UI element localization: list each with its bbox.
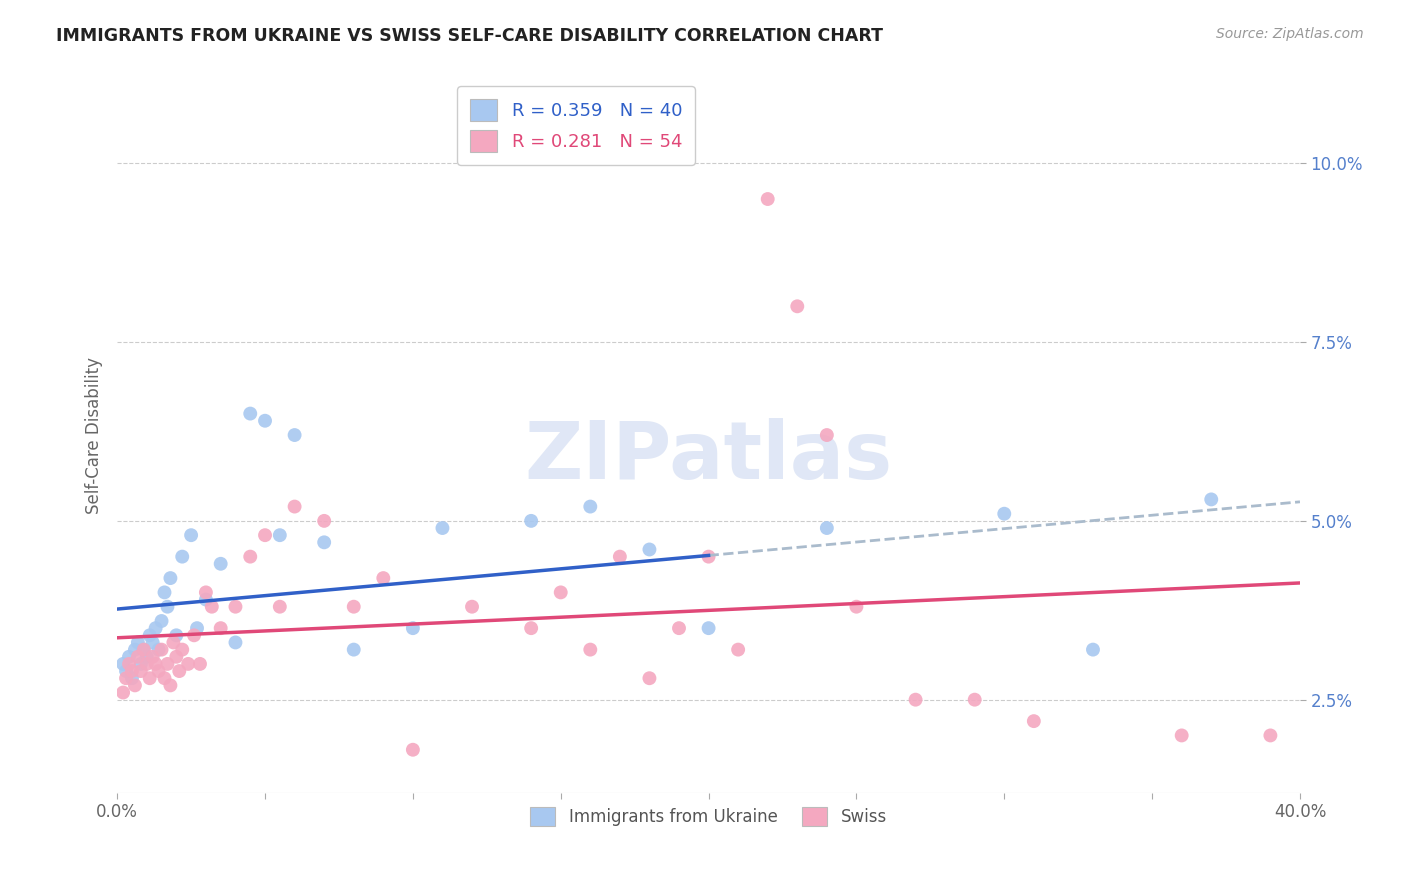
Point bbox=[121, 671, 143, 685]
Point bbox=[1170, 728, 1192, 742]
Point bbox=[638, 542, 661, 557]
Point bbox=[432, 521, 454, 535]
Point bbox=[314, 535, 336, 549]
Point bbox=[127, 635, 149, 649]
Point bbox=[145, 621, 167, 635]
Point bbox=[129, 664, 152, 678]
Point bbox=[269, 528, 291, 542]
Point bbox=[254, 414, 277, 428]
Point bbox=[815, 428, 838, 442]
Point bbox=[159, 571, 181, 585]
Point bbox=[1022, 714, 1045, 728]
Point bbox=[172, 549, 194, 564]
Point bbox=[314, 514, 336, 528]
Point bbox=[148, 664, 170, 678]
Point bbox=[153, 585, 176, 599]
Point bbox=[284, 428, 307, 442]
Point bbox=[150, 642, 173, 657]
Legend: Immigrants from Ukraine, Swiss: Immigrants from Ukraine, Swiss bbox=[522, 799, 896, 834]
Text: Source: ZipAtlas.com: Source: ZipAtlas.com bbox=[1216, 27, 1364, 41]
Point bbox=[402, 621, 425, 635]
Text: IMMIGRANTS FROM UKRAINE VS SWISS SELF-CARE DISABILITY CORRELATION CHART: IMMIGRANTS FROM UKRAINE VS SWISS SELF-CA… bbox=[56, 27, 883, 45]
Point bbox=[188, 657, 211, 671]
Point bbox=[115, 664, 138, 678]
Point bbox=[118, 649, 141, 664]
Point bbox=[115, 671, 138, 685]
Point bbox=[165, 628, 187, 642]
Point bbox=[1199, 492, 1222, 507]
Point bbox=[186, 621, 208, 635]
Point bbox=[402, 743, 425, 757]
Point bbox=[194, 592, 217, 607]
Point bbox=[1260, 728, 1282, 742]
Point bbox=[373, 571, 395, 585]
Point bbox=[159, 678, 181, 692]
Point bbox=[993, 507, 1015, 521]
Point bbox=[668, 621, 690, 635]
Point bbox=[638, 671, 661, 685]
Point bbox=[786, 299, 808, 313]
Point bbox=[121, 664, 143, 678]
Point bbox=[156, 599, 179, 614]
Point bbox=[550, 585, 572, 599]
Point bbox=[520, 514, 543, 528]
Y-axis label: Self-Care Disability: Self-Care Disability bbox=[86, 357, 103, 514]
Point bbox=[254, 528, 277, 542]
Point bbox=[165, 649, 187, 664]
Point bbox=[148, 642, 170, 657]
Point bbox=[239, 407, 262, 421]
Point bbox=[224, 599, 246, 614]
Point bbox=[224, 635, 246, 649]
Point bbox=[609, 549, 631, 564]
Point bbox=[169, 664, 191, 678]
Point bbox=[520, 621, 543, 635]
Point bbox=[904, 692, 927, 706]
Point bbox=[579, 642, 602, 657]
Point bbox=[963, 692, 986, 706]
Point bbox=[815, 521, 838, 535]
Point bbox=[132, 642, 155, 657]
Point bbox=[118, 657, 141, 671]
Point bbox=[1081, 642, 1104, 657]
Point bbox=[269, 599, 291, 614]
Point bbox=[145, 657, 167, 671]
Point bbox=[209, 621, 232, 635]
Point bbox=[138, 671, 160, 685]
Point bbox=[162, 635, 184, 649]
Point bbox=[284, 500, 307, 514]
Point bbox=[697, 549, 720, 564]
Point bbox=[183, 628, 205, 642]
Point bbox=[343, 642, 366, 657]
Point bbox=[112, 657, 135, 671]
Point bbox=[129, 657, 152, 671]
Point bbox=[461, 599, 484, 614]
Point bbox=[142, 649, 165, 664]
Point bbox=[135, 657, 157, 671]
Point bbox=[579, 500, 602, 514]
Point bbox=[153, 671, 176, 685]
Point bbox=[845, 599, 868, 614]
Point bbox=[142, 635, 165, 649]
Point bbox=[239, 549, 262, 564]
Point bbox=[727, 642, 749, 657]
Point bbox=[112, 685, 135, 699]
Point bbox=[756, 192, 779, 206]
Point bbox=[150, 614, 173, 628]
Point bbox=[124, 678, 146, 692]
Point bbox=[209, 557, 232, 571]
Point bbox=[697, 621, 720, 635]
Point bbox=[138, 628, 160, 642]
Point bbox=[194, 585, 217, 599]
Point bbox=[132, 642, 155, 657]
Point bbox=[124, 642, 146, 657]
Point bbox=[135, 649, 157, 664]
Point bbox=[172, 642, 194, 657]
Point bbox=[127, 649, 149, 664]
Point bbox=[177, 657, 200, 671]
Point bbox=[201, 599, 224, 614]
Text: ZIPatlas: ZIPatlas bbox=[524, 417, 893, 495]
Point bbox=[156, 657, 179, 671]
Point bbox=[180, 528, 202, 542]
Point bbox=[343, 599, 366, 614]
